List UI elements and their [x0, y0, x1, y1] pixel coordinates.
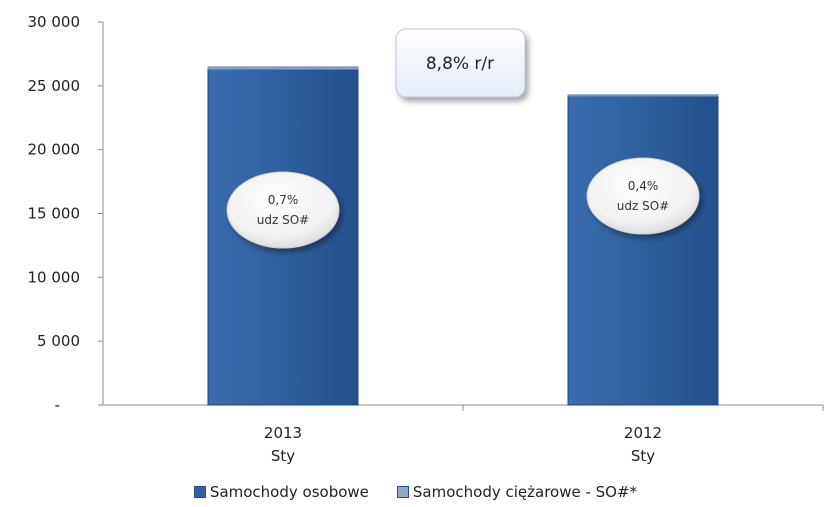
legend-label-osobowe: Samochody osobowe — [209, 483, 369, 501]
growth-callout — [395, 28, 526, 98]
y-tick-label: 10 000 — [28, 268, 81, 286]
legend: Samochody osobowe Samochody ciężarowe - … — [0, 483, 831, 501]
share-bubble — [226, 171, 340, 249]
share-bubbles: 0,7% udz SO# 0,4% udz SO# — [226, 157, 700, 249]
y-axis-ticks: - 5 000 10 000 15 000 20 000 25 000 30 000 — [28, 13, 103, 414]
y-tick-label: 25 000 — [28, 77, 81, 95]
share-bubble-shape — [226, 171, 340, 249]
y-tick-label: 5 000 — [37, 332, 80, 350]
share-bubble — [586, 157, 700, 235]
share-pct-label: 0,7% — [268, 193, 299, 207]
share-pct-label: 0,4% — [628, 179, 659, 193]
growth-callout-text: 8,8% r/r — [426, 54, 494, 74]
bar-ciezarowe — [567, 94, 719, 97]
share-caption-label: udz SO# — [257, 213, 309, 227]
category-year-label: 2012 — [624, 424, 662, 442]
legend-label-ciezarowe: Samochody ciężarowe - SO#* — [412, 483, 638, 501]
legend-swatch-osobowe — [193, 486, 206, 498]
bar-osobowe — [567, 95, 719, 406]
category-month-label: Sty — [271, 447, 295, 465]
legend-swatch-ciezarowe — [396, 486, 409, 498]
legend-item-ciezarowe: Samochody ciężarowe - SO#* — [396, 483, 638, 501]
bar-ciezarowe — [207, 66, 359, 70]
growth-callout-box — [395, 28, 526, 98]
y-tick-label: 15 000 — [28, 205, 81, 223]
y-tick-label: 20 000 — [28, 141, 81, 159]
y-tick-label: 30 000 — [28, 13, 81, 31]
category-month-label: Sty — [631, 447, 655, 465]
category-year-label: 2013 — [264, 424, 302, 442]
x-axis-categories: 2013 Sty 2012 Sty — [264, 424, 662, 465]
y-tick-label: - — [55, 396, 60, 414]
share-caption-label: udz SO# — [617, 199, 669, 213]
share-bubble-shape — [586, 157, 700, 235]
legend-item-osobowe: Samochody osobowe — [193, 483, 369, 501]
